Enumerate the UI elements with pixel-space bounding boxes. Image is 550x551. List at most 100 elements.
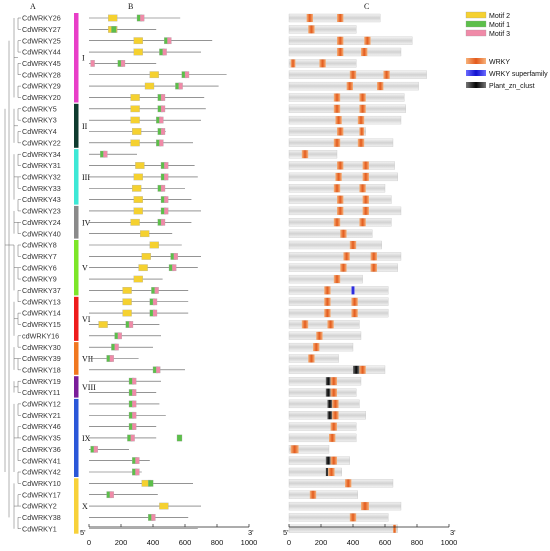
subgroup-bar: [74, 376, 79, 398]
protein-body: [288, 81, 419, 91]
domain-panel: [288, 13, 427, 533]
legend-plant-zn-clust: Plant_zn_clust: [489, 83, 535, 90]
gene-label: CdWRKY14: [22, 309, 61, 318]
gene-label: CdWRKY15: [22, 320, 61, 329]
domain-w: [359, 93, 366, 102]
legend-swatch-motif-3: [465, 29, 487, 37]
motif-1-box: [148, 479, 154, 487]
protein-body: [288, 172, 398, 182]
domain-axis-end: 3': [450, 528, 456, 537]
domain-w: [357, 116, 365, 125]
motif-2-box: [149, 71, 159, 79]
domain-axis-ticks: 0 200 400 600 800 1000: [287, 524, 457, 547]
gene-label: CdWRKY19: [22, 377, 61, 386]
motif-3-box: [109, 491, 114, 499]
domain-w: [340, 229, 347, 238]
panel-label-b: B: [128, 2, 133, 11]
motif-axis-start: 5': [80, 528, 86, 537]
motif-3-box: [162, 48, 167, 56]
gene-label: CdWRKY38: [22, 513, 61, 522]
gene-label: CdWRKY13: [22, 297, 61, 306]
subgroup-label: X: [82, 502, 88, 511]
gene-label: CdWRKY23: [22, 207, 61, 216]
protein-body: [288, 524, 398, 533]
domain-w: [361, 502, 369, 511]
motif-2-box: [133, 275, 143, 283]
motif-2-box: [141, 253, 151, 260]
domain-axis-start: 5': [283, 528, 289, 537]
motif-legend: Motif 2 Motif 1 Motif 3: [465, 11, 510, 38]
domain-axis-tick-label: 800: [411, 538, 424, 547]
subgroup-bar: [74, 149, 79, 205]
protein-body: [288, 218, 392, 227]
subgroup-label: IX: [82, 434, 91, 443]
gene-labels: CdWRKY26 CdWRKY27 CdWRKY25 CdWRKY44 CdWRKY45…: [22, 14, 61, 534]
protein-body: [288, 513, 389, 522]
motif-2-box: [132, 184, 142, 192]
motif-3-box: [164, 207, 169, 215]
motif-3-box: [164, 162, 169, 169]
legend-wrky: WRKY: [489, 59, 510, 66]
domain-w: [306, 14, 313, 22]
gene-label: CdWRKY35: [22, 434, 61, 443]
domain-w: [357, 138, 365, 147]
domain-w: [377, 82, 384, 91]
domain-w: [324, 297, 331, 306]
domain-w: [324, 286, 331, 295]
domain-w: [383, 70, 390, 79]
domain-w: [330, 388, 337, 397]
domain-w: [337, 206, 344, 215]
domain-w: [362, 172, 369, 181]
protein-body: [288, 331, 362, 340]
domain-w: [346, 82, 353, 91]
gene-label: CdWRKY18: [22, 365, 61, 374]
motif-3-box: [156, 366, 161, 374]
protein-body: [288, 422, 357, 431]
motif-3-box: [117, 332, 122, 340]
motif-2-box: [133, 207, 143, 215]
protein-body: [288, 479, 394, 488]
protein-body: [288, 206, 402, 216]
domain-legend: WRKY WRKY superfamily Plant_zn_clust: [466, 58, 548, 90]
protein-body: [288, 286, 389, 295]
motif-3-box: [120, 60, 126, 67]
motif-2-box: [122, 309, 132, 317]
protein-body: [288, 240, 382, 250]
gene-label: CdWRKY2: [22, 502, 57, 511]
gene-label: CdWRKY46: [22, 422, 61, 431]
motif-axis-ticks: 0 200 400 600 800 1000: [87, 524, 257, 547]
domain-z: [353, 365, 360, 374]
motif-3-box: [135, 468, 140, 476]
domain-w: [349, 241, 357, 249]
gene-label: CdWRKY9: [22, 275, 57, 284]
domain-w: [333, 138, 341, 147]
motif-3-box: [130, 434, 135, 442]
gene-label: CdWRKY21: [22, 411, 61, 420]
motif-2-box: [159, 502, 169, 510]
motif-axis-tick-label: 400: [147, 538, 160, 547]
domain-w: [364, 36, 371, 45]
domain-w: [308, 354, 315, 363]
gene-label: CdWRKY3: [22, 116, 57, 125]
motif-axis-tick-label: 600: [179, 538, 192, 547]
subgroup-bar: [74, 13, 79, 103]
motif-3-box: [132, 423, 137, 430]
motif-3-box: [151, 514, 156, 521]
subgroup-label: II: [82, 122, 88, 131]
subgroup-bar: [74, 478, 79, 534]
motif-3-box: [178, 82, 183, 90]
gene-label: CdWRKY22: [22, 138, 61, 147]
motif-axis-tick-label: 200: [115, 538, 128, 547]
protein-body: [288, 127, 366, 136]
protein-body: [288, 490, 358, 499]
motif-1-box: [176, 434, 183, 442]
motif-2-box: [133, 48, 143, 56]
domain-w: [330, 422, 337, 431]
domain-w: [345, 479, 352, 488]
gene-label: CdWRKY25: [22, 36, 61, 45]
gene-label: CdWRKY36: [22, 445, 61, 454]
protein-body: [288, 138, 394, 147]
domain-w: [330, 456, 337, 465]
gene-label: CdWRKY29: [22, 82, 61, 91]
protein-body: [288, 115, 402, 125]
